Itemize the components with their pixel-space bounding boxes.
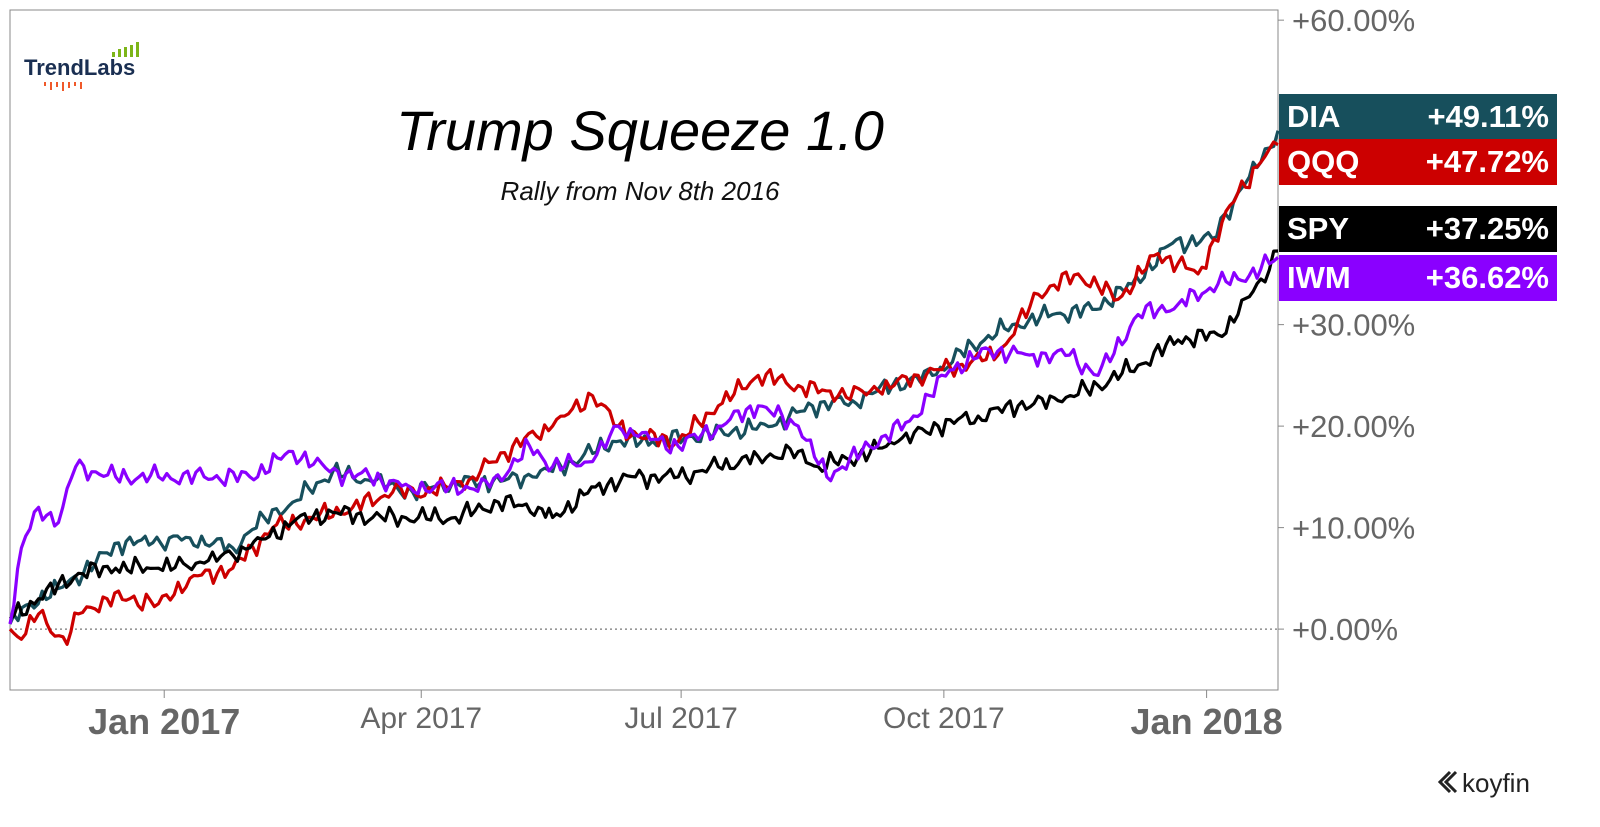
series-last-value: +36.62% (1426, 260, 1549, 295)
last-value-box (1279, 139, 1557, 185)
x-tick-label: Apr 2017 (360, 702, 482, 735)
x-tick-label: Jul 2017 (624, 702, 737, 735)
footer-text: koyfin (1462, 768, 1530, 798)
chart-subtitle: Rally from Nov 8th 2016 (501, 176, 780, 206)
x-tick-label: Oct 2017 (883, 702, 1005, 735)
series-name: QQQ (1287, 144, 1359, 179)
y-tick-label: +0.00% (1292, 612, 1398, 647)
plot-frame (9, 9, 1279, 691)
series-last-value: +37.25% (1426, 211, 1549, 246)
y-tick-label: +30.00% (1292, 308, 1415, 343)
logo-text: TrendLabs (24, 55, 135, 80)
y-tick-label: +60.00% (1292, 3, 1415, 38)
series-last-value: +47.72% (1426, 144, 1549, 179)
trendlabs-logo: TrendLabs (24, 42, 139, 91)
y-tick-label: +10.00% (1292, 511, 1415, 546)
last-value-box (1279, 255, 1557, 301)
last-value-labels: DIA +49.11% QQQ +47.72% SPY +37.25% IWM +36.62% (1279, 94, 1557, 301)
series-name: SPY (1287, 211, 1349, 246)
last-value-box (1279, 206, 1557, 252)
last-value-label-qqq: QQQ +47.72% (1279, 139, 1557, 185)
last-value-label-spy: SPY +37.25% (1279, 206, 1557, 252)
series-line-iwm (8, 253, 1280, 625)
series-last-value: +49.11% (1427, 99, 1549, 134)
chart-title: Trump Squeeze 1.0 (396, 99, 884, 162)
series-line-qqq (8, 140, 1279, 646)
series-name: DIA (1287, 99, 1340, 134)
y-tick-label: +20.00% (1292, 409, 1415, 444)
x-tick-label: Jan 2018 (1131, 701, 1283, 742)
series-name: IWM (1287, 260, 1351, 295)
series-line-spy (8, 249, 1279, 621)
last-value-label-dia: DIA +49.11% (1279, 94, 1557, 140)
last-value-box (1279, 94, 1557, 140)
y-axis: +60.00% +30.00% +20.00% +10.00% +0.00% (1278, 3, 1415, 647)
koyfin-brand: koyfin (1437, 768, 1530, 798)
series-layer (8, 130, 1280, 646)
x-axis: Jan 2017 Apr 2017 Jul 2017 Oct 2017 Jan 2018 (88, 690, 1283, 742)
last-value-label-iwm: IWM +36.62% (1279, 255, 1557, 301)
x-tick-label: Jan 2017 (88, 701, 240, 742)
koyfin-logo-icon (1437, 770, 1458, 794)
